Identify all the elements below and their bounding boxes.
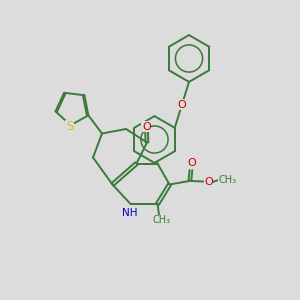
- Text: O: O: [142, 122, 151, 132]
- Text: CH₃: CH₃: [219, 175, 237, 185]
- Text: O: O: [204, 177, 213, 187]
- Text: S: S: [66, 120, 73, 133]
- Text: O: O: [178, 100, 186, 110]
- Text: CH₃: CH₃: [152, 215, 170, 225]
- Text: O: O: [187, 158, 196, 169]
- Text: NH: NH: [122, 208, 137, 218]
